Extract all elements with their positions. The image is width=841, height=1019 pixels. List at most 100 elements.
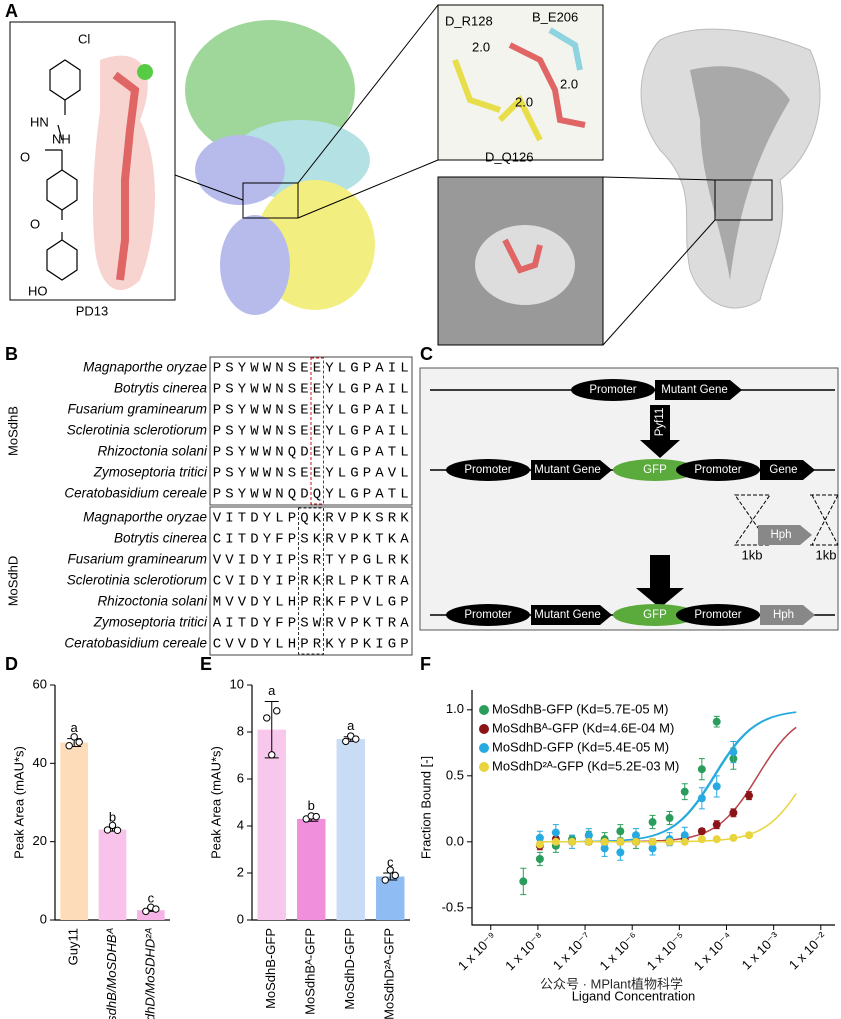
data-point: [697, 794, 706, 803]
residue: Y: [238, 403, 247, 419]
residue: N: [275, 403, 283, 419]
residue: L: [338, 382, 346, 398]
element-label: Mutant Gene: [534, 464, 600, 476]
atom-label: NH: [52, 131, 71, 146]
panel-label: D: [5, 654, 18, 674]
data-point: [680, 831, 689, 840]
y-tick-label: 60: [33, 676, 47, 691]
residue: S: [225, 487, 233, 503]
residue: G: [350, 361, 358, 377]
residue: Y: [263, 532, 272, 548]
species-name: Botrytis cinerea: [114, 531, 208, 546]
residue: R: [313, 595, 322, 611]
group-label: MoSdhB: [5, 406, 20, 456]
residue: P: [400, 637, 408, 653]
x-tick-label: 1 x 10⁻⁹: [455, 929, 499, 973]
residue: V: [225, 595, 234, 611]
residue: S: [225, 403, 233, 419]
residue: E: [313, 424, 321, 440]
residue: R: [313, 637, 322, 653]
element-oval: [446, 604, 530, 626]
residue: P: [350, 595, 358, 611]
residue: P: [213, 445, 221, 461]
significance-label: c: [387, 854, 394, 869]
residue: K: [363, 637, 372, 653]
element-oval: [446, 459, 530, 481]
residue: I: [275, 574, 283, 590]
residue: C: [213, 532, 221, 548]
residue: R: [313, 553, 322, 569]
residue: P: [300, 595, 308, 611]
species-name: Botrytis cinerea: [114, 381, 208, 396]
compound-name: PD13: [76, 303, 109, 318]
residue: S: [300, 616, 308, 632]
residue: R: [388, 574, 397, 590]
y-tick-label: 1.0: [446, 701, 464, 716]
bar: [98, 829, 127, 920]
panel-label: B: [5, 344, 18, 364]
residue: I: [275, 553, 283, 569]
residue: F: [275, 532, 283, 548]
residue: W: [250, 403, 259, 419]
residue: Y: [263, 616, 272, 632]
data-point: [665, 814, 674, 823]
x-tick-label: 1 x 10⁻³: [739, 928, 783, 972]
data-point: [535, 854, 544, 863]
residue: S: [225, 361, 233, 377]
residue: V: [225, 637, 234, 653]
residue: E: [300, 466, 308, 482]
residue: D: [250, 616, 258, 632]
legend-marker: [479, 705, 489, 715]
residue: P: [213, 424, 221, 440]
residue: W: [250, 487, 259, 503]
data-point: [712, 782, 721, 791]
residue: V: [213, 511, 222, 527]
residue: N: [275, 361, 283, 377]
data-point: [631, 837, 640, 846]
residue: I: [375, 637, 383, 653]
data-point: [712, 717, 721, 726]
scale-label: 1kb: [816, 547, 837, 562]
element-oval: [676, 604, 760, 626]
data-point: [631, 831, 640, 840]
legend-label: MoSdhB-GFP (Kd=5.7E-05 M): [492, 701, 668, 716]
element-label: Promoter: [464, 464, 511, 476]
y-axis-title: Fraction Bound [-]: [418, 756, 433, 859]
residue: L: [375, 595, 383, 611]
data-point: [648, 837, 657, 846]
residue: L: [338, 445, 346, 461]
x-tick-label: ΔMosdhB/MoSDHBᴬ: [104, 927, 119, 1019]
x-tick-label: 1 x 10⁻⁸: [502, 929, 546, 973]
residue: L: [338, 487, 346, 503]
residue: P: [363, 466, 371, 482]
element-arrow: [531, 460, 612, 480]
atom-label: HN: [30, 114, 49, 129]
residue: Q: [313, 487, 321, 503]
residue: L: [275, 637, 283, 653]
residue: A: [213, 616, 222, 632]
residue: N: [275, 466, 283, 482]
residue: K: [325, 637, 334, 653]
residue: G: [350, 403, 358, 419]
residue: P: [363, 382, 371, 398]
data-point: [600, 837, 609, 846]
significance-label: b: [308, 798, 315, 813]
data-point: [65, 742, 73, 750]
residue: I: [388, 403, 396, 419]
y-axis-title: Peak Area (mAU*s): [208, 746, 223, 859]
residue: C: [213, 574, 221, 590]
residue: I: [225, 616, 233, 632]
data-point: [648, 844, 657, 853]
x-tick-label: 1 x 10⁻²: [786, 928, 830, 972]
residue: A: [375, 361, 384, 377]
residue: K: [363, 616, 372, 632]
residue: P: [400, 595, 408, 611]
residue-label: D_R128: [445, 13, 493, 28]
residue: Y: [325, 382, 334, 398]
data-point: [268, 751, 276, 759]
bar: [257, 729, 286, 920]
x-tick-label: MoSdhB-GFP: [263, 928, 278, 1009]
residue: S: [288, 403, 296, 419]
data-point: [312, 812, 320, 821]
